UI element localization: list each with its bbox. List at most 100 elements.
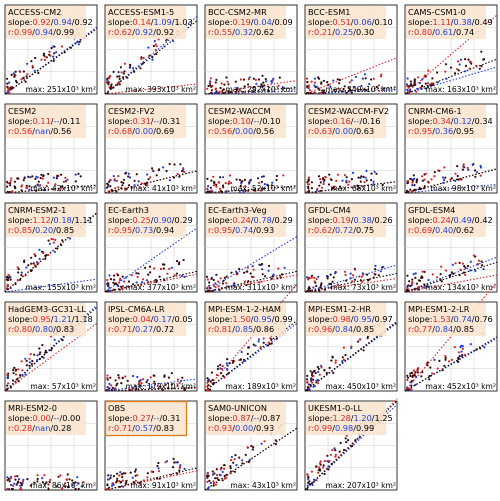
scatter-point xyxy=(154,43,157,46)
scatter-point xyxy=(165,169,168,173)
scatter-point xyxy=(278,76,281,79)
fit-line-blue xyxy=(204,235,298,293)
scatter-point xyxy=(6,77,9,80)
scatter-point xyxy=(44,257,47,260)
scatter-point xyxy=(261,85,264,88)
scatter-point xyxy=(148,265,152,268)
scatter-point xyxy=(155,174,158,177)
scatter-point xyxy=(364,77,367,80)
scatter-point xyxy=(50,46,53,50)
scatter-point xyxy=(9,287,12,290)
scatter-point xyxy=(20,360,23,363)
scatter-point xyxy=(154,48,157,52)
scatter-point xyxy=(54,238,57,241)
scatter-point xyxy=(215,183,218,186)
scatter-point xyxy=(105,487,109,491)
scatter-point xyxy=(145,380,148,384)
scatter-point xyxy=(14,282,17,286)
scatter-point xyxy=(106,386,109,389)
scatter-point xyxy=(252,90,255,93)
scatter-point xyxy=(213,91,216,95)
scatter-point xyxy=(406,89,409,92)
scatter-point xyxy=(41,343,44,347)
scatter-point xyxy=(225,476,228,479)
scatter-point xyxy=(353,278,357,281)
slope-text: slope:1.53/0.74/0.76 xyxy=(408,314,493,324)
scatter-point xyxy=(228,174,232,177)
scatter-point xyxy=(307,481,310,484)
scatter-point xyxy=(306,181,309,184)
scatter-point xyxy=(358,275,361,278)
scatter-point xyxy=(458,261,461,264)
scatter-point xyxy=(19,484,22,487)
stats-label-box xyxy=(406,204,486,237)
scatter-point xyxy=(173,163,176,166)
scatter-point xyxy=(464,266,467,269)
stats-label-box xyxy=(106,6,186,39)
scatter-point xyxy=(379,75,383,78)
scatter-point xyxy=(208,287,212,290)
scatter-point xyxy=(182,258,185,262)
scatter-point xyxy=(106,478,109,481)
fit-line-black xyxy=(204,87,298,95)
panel-mri-esm2-0: MRI-ESM2-0slope:0.00/--/0.00r:0.28/nan/0… xyxy=(4,400,98,491)
scatter-point xyxy=(13,75,16,78)
scatter-point xyxy=(242,190,245,193)
scatter-point xyxy=(42,251,45,255)
stats-label-box xyxy=(206,6,286,39)
panel-mpi-esm1-2-hr: MPI-ESM1-2-HRslope:0.98/0.95/0.97r:0.96/… xyxy=(304,301,398,392)
scatter-point xyxy=(60,487,63,491)
r-text: r:0.55/0.32/0.62 xyxy=(208,27,274,37)
scatter-point xyxy=(456,174,459,178)
scatter-point xyxy=(212,381,215,385)
scatter-point xyxy=(272,77,275,80)
fit-line-blue xyxy=(404,183,498,194)
scatter-point xyxy=(111,386,114,389)
scatter-point xyxy=(42,175,45,178)
scatter-point xyxy=(54,183,57,186)
scatter-point xyxy=(106,377,109,380)
scatter-point xyxy=(227,372,230,375)
scatter-point xyxy=(183,170,186,174)
scatter-point xyxy=(466,166,469,170)
scatter-point xyxy=(480,50,483,53)
scatter-point xyxy=(461,262,464,265)
scatter-point xyxy=(421,179,424,182)
scatter-point xyxy=(230,182,233,185)
r-text: r:0.95/0.36/0.95 xyxy=(408,126,474,136)
scatter-point xyxy=(122,485,125,488)
scatter-point xyxy=(233,470,236,473)
scatter-point xyxy=(221,282,224,285)
scatter-point xyxy=(423,185,426,188)
scatter-point xyxy=(416,369,419,372)
scatter-point xyxy=(112,482,115,485)
scatter-point xyxy=(26,73,29,76)
scatter-point xyxy=(29,353,32,356)
scatter-point xyxy=(249,272,252,275)
scatter-point xyxy=(260,189,263,192)
scatter-point xyxy=(408,280,411,283)
scatter-point xyxy=(8,480,11,483)
scatter-point xyxy=(17,267,20,271)
scatter-point xyxy=(15,368,18,371)
scatter-point xyxy=(311,381,314,384)
r-text: r:0.80/0.61/0.74 xyxy=(408,27,474,37)
scatter-point xyxy=(223,464,226,467)
scatter-point xyxy=(454,179,457,182)
scatter-point xyxy=(444,70,447,73)
scatter-point xyxy=(341,90,344,93)
scatter-point xyxy=(47,239,50,242)
scatter-point xyxy=(320,81,323,84)
scatter-point xyxy=(372,180,375,183)
scatter-point xyxy=(80,485,83,488)
scatter-point xyxy=(30,362,33,365)
scatter-point xyxy=(374,264,377,267)
scatter-point xyxy=(317,275,320,278)
scatter-point xyxy=(238,190,241,194)
scatter-point xyxy=(52,188,55,191)
scatter-point xyxy=(27,264,30,267)
scatter-point xyxy=(108,86,111,89)
scatter-point xyxy=(66,473,69,476)
fit-line-black xyxy=(4,306,98,392)
scatter-point xyxy=(409,372,412,375)
